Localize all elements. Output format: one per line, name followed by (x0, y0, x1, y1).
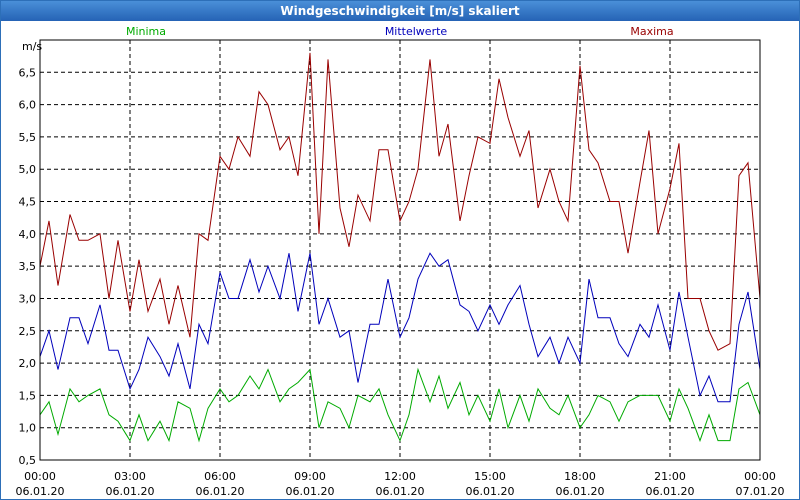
x-tick-date: 06.01.20 (376, 485, 425, 498)
x-tick-date: 07.01.20 (736, 485, 785, 498)
legend-maxima: Maxima (630, 25, 673, 38)
x-tick-time: 00:00 (744, 470, 776, 483)
y-tick-label: 3,5 (19, 260, 37, 273)
y-tick-label: 5,5 (19, 131, 37, 144)
y-tick-label: 4,0 (19, 228, 37, 241)
x-tick-time: 18:00 (564, 470, 596, 483)
y-tick-label: 5,0 (19, 163, 37, 176)
y-tick-label: 1,0 (19, 422, 37, 435)
x-tick-time: 03:00 (114, 470, 146, 483)
x-tick-date: 06.01.20 (286, 485, 335, 498)
y-tick-label: 3,0 (19, 292, 37, 305)
x-tick-time: 00:00 (24, 470, 56, 483)
legend-mittelwerte: Mittelwerte (385, 25, 448, 38)
x-tick-date: 06.01.20 (556, 485, 605, 498)
y-tick-label: 6,0 (19, 99, 37, 112)
y-tick-label: 1,5 (19, 389, 37, 402)
x-tick-time: 06:00 (204, 470, 236, 483)
x-tick-date: 06.01.20 (466, 485, 515, 498)
y-tick-label: 0,5 (19, 454, 37, 467)
series-minima-line (39, 367, 761, 443)
y-tick-label: 2,0 (19, 357, 37, 370)
y-axis-unit-label: m/s (22, 40, 42, 53)
x-tick-time: 09:00 (294, 470, 326, 483)
y-tick-label: 2,5 (19, 325, 37, 338)
legend-minima: Minima (126, 25, 166, 38)
plot-border (39, 39, 761, 461)
x-tick-date: 06.01.20 (106, 485, 155, 498)
x-tick-date: 06.01.20 (16, 485, 65, 498)
x-tick-time: 21:00 (654, 470, 686, 483)
y-tick-label: 6,5 (19, 66, 37, 79)
series-mittelwerte-line (39, 252, 761, 403)
x-tick-time: 12:00 (384, 470, 416, 483)
chart-title: Windgeschwindigkeit [m/s] skaliert (1, 1, 799, 21)
y-tick-label: 4,5 (19, 196, 37, 209)
x-tick-date: 06.01.20 (646, 485, 695, 498)
x-tick-date: 06.01.20 (196, 485, 245, 498)
series-maxima-line (39, 52, 761, 351)
x-tick-time: 15:00 (474, 470, 506, 483)
